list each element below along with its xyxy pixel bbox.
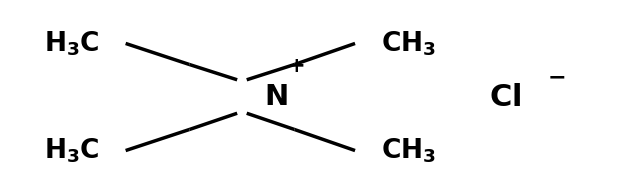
Text: $\mathbf{-}$: $\mathbf{-}$	[547, 66, 565, 86]
Text: $\mathbf{H_3C}$: $\mathbf{H_3C}$	[44, 29, 100, 58]
Text: $\mathbf{CH_3}$: $\mathbf{CH_3}$	[381, 29, 436, 58]
Text: $\mathbf{+}$: $\mathbf{+}$	[287, 56, 305, 76]
Text: $\mathbf{N}$: $\mathbf{N}$	[264, 83, 287, 111]
Text: $\mathbf{Cl}$: $\mathbf{Cl}$	[489, 82, 521, 112]
Text: $\mathbf{CH_3}$: $\mathbf{CH_3}$	[381, 136, 436, 165]
Text: $\mathbf{H_3C}$: $\mathbf{H_3C}$	[44, 136, 100, 165]
